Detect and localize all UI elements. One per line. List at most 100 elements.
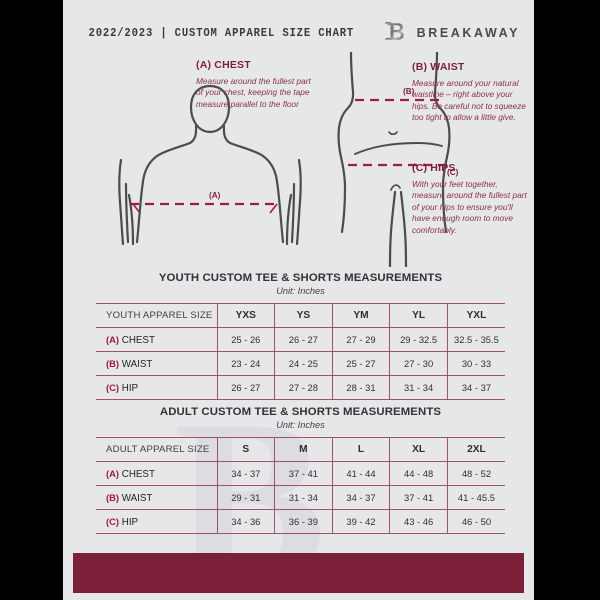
footer-accent-bar [73,553,524,593]
youth-table-header-row: YOUTH APPAREL SIZE YXS YS YM YL YXL [96,303,505,328]
adult-r1-c4: 41 - 45.5 [447,485,505,510]
adult-r2-c2: 39 - 42 [332,509,391,534]
adult-size-table-block: ADULT CUSTOM TEE & SHORTS MEASUREMENTS U… [96,406,505,534]
youth-r0-c0: 25 - 26 [217,327,276,352]
youth-row-2-label: (C) HIP [96,375,218,400]
youth-col-4: YXL [447,303,505,328]
marker-label-chest: (A) [209,191,221,200]
adult-r2-c1: 36 - 39 [274,509,333,534]
youth-r0-c4: 32.5 - 35.5 [447,327,505,352]
figure-right-arm-outer [295,158,302,246]
table-row: (A) CHEST 34 - 37 37 - 41 41 - 44 44 - 4… [96,461,505,486]
callout-chest-heading: (A) CHEST [196,59,251,71]
table-row: (A) CHEST 25 - 26 26 - 27 27 - 29 29 - 3… [96,327,505,352]
body-figures-illustration [118,52,451,267]
size-chart-page: B 2022/2023 | CUSTOM APPAREL SIZE CHART [63,0,534,600]
youth-r1-c1: 24 - 25 [274,351,333,376]
hip-figure-right-edge [433,52,451,234]
adult-r2-c4: 46 - 50 [447,509,505,534]
marker-label-waist: (B) [403,87,415,96]
youth-row-2-name: HIP [121,382,139,394]
youth-row-1-name: WAIST [121,358,153,370]
adult-row-1-name: WAIST [121,492,153,504]
adult-row-0-label: (A) CHEST [96,461,218,486]
table-row: (C) HIP 26 - 27 27 - 28 28 - 31 31 - 34 … [96,375,505,400]
adult-r0-c1: 37 - 41 [274,461,333,486]
youth-r2-c0: 26 - 27 [217,375,276,400]
adult-r2-c0: 34 - 36 [217,509,276,534]
youth-size-table: YOUTH APPAREL SIZE YXS YS YM YL YXL (A) … [96,303,505,400]
youth-r1-c2: 25 - 27 [332,351,391,376]
adult-r0-c3: 44 - 48 [389,461,448,486]
youth-row-0-tag: (A) [106,333,120,345]
table-row: (C) HIP 34 - 36 36 - 39 39 - 42 43 - 46 … [96,509,505,534]
adult-table-header-row: ADULT APPAREL SIZE S M L XL 2XL [96,437,505,462]
brand-name: BREAKAWAY [416,26,521,40]
figure-right-side [222,124,285,244]
figure-left-side [135,124,198,244]
youth-col-0: YXS [217,303,276,328]
adult-r2-c3: 43 - 46 [389,509,448,534]
youth-col-1: YS [274,303,333,328]
callout-waist-body: Measure around your natural waistline – … [412,78,526,123]
adult-row-1-tag: (B) [106,491,120,503]
adult-row-0-name: CHEST [121,468,155,480]
measurement-diagram: (A) (B) (C) (A) CHEST Measure around the… [63,52,534,267]
adult-col-3: XL [389,437,448,462]
header-title: 2022/2023 | CUSTOM APPAREL SIZE CHART [88,26,355,40]
figure-right-arm-inner [290,182,296,244]
callout-waist: (B) WAIST Measure around your natural wa… [412,61,528,124]
adult-row-1-label: (B) WAIST [96,485,218,510]
youth-row-1-label: (B) WAIST [96,351,218,376]
adult-r1-c0: 29 - 31 [217,485,276,510]
youth-row-0-label: (A) CHEST [96,327,218,352]
adult-col-0: S [217,437,276,462]
callout-hips-heading: (C) HIPS [412,162,456,174]
adult-col-1: M [274,437,333,462]
marker-label-hips: (C) [447,168,459,177]
crotch-detail [390,184,401,191]
youth-table-title: YOUTH CUSTOM TEE & SHORTS MEASUREMENTS [158,272,443,284]
table-row: (B) WAIST 23 - 24 24 - 25 25 - 27 27 - 3… [96,351,505,376]
figure-left-arm-outer [118,158,125,246]
adult-row-2-label: (C) HIP [96,509,218,534]
youth-col-2: YM [332,303,391,328]
youth-r1-c3: 27 - 30 [389,351,448,376]
hip-figure-left-edge [337,52,355,234]
adult-col-4: 2XL [447,437,505,462]
adult-table-unit: Unit: Inches [276,420,325,430]
breakaway-b-monogram-icon [384,22,404,40]
adult-row-2-name: HIP [121,516,139,528]
chest-measure-arrows [132,203,278,214]
hip-curve [354,142,443,155]
figure-right-body-edge [285,193,293,246]
youth-row-0-name: CHEST [121,334,155,346]
callout-waist-heading: (B) WAIST [412,61,465,73]
youth-size-table-block: YOUTH CUSTOM TEE & SHORTS MEASUREMENTS U… [96,272,505,400]
brand-logo: BREAKAWAY [382,20,521,46]
adult-r1-c2: 34 - 37 [332,485,391,510]
youth-r0-c1: 26 - 27 [274,327,333,352]
leg-inner-right [399,190,408,267]
youth-row-2-tag: (C) [106,381,120,393]
adult-r0-c2: 41 - 44 [332,461,391,486]
figure-head [189,84,231,134]
adult-label-header: ADULT APPAREL SIZE [96,437,218,462]
adult-table-title: ADULT CUSTOM TEE & SHORTS MEASUREMENTS [159,406,442,418]
leg-inner-left [388,190,397,267]
youth-r0-c3: 29 - 32.5 [389,327,448,352]
youth-table-unit: Unit: Inches [276,286,325,296]
callout-chest-body: Measure around the fullest part of your … [196,76,311,109]
page-header: 2022/2023 | CUSTOM APPAREL SIZE CHART BR [63,16,534,50]
figure-left-arm-inner [124,182,130,244]
figure-left-body-edge [127,193,135,246]
youth-r2-c4: 34 - 37 [447,375,505,400]
adult-row-0-tag: (A) [106,467,120,479]
callout-hips-body: With your feet together, measure around … [412,179,527,235]
youth-r1-c4: 30 - 33 [447,351,505,376]
callout-chest: (A) CHEST Measure around the fullest par… [196,59,314,110]
adult-r1-c3: 37 - 41 [389,485,448,510]
youth-r0-c2: 27 - 29 [332,327,391,352]
adult-size-table: ADULT APPAREL SIZE S M L XL 2XL (A) CHES… [96,437,505,534]
youth-row-1-tag: (B) [106,357,120,369]
